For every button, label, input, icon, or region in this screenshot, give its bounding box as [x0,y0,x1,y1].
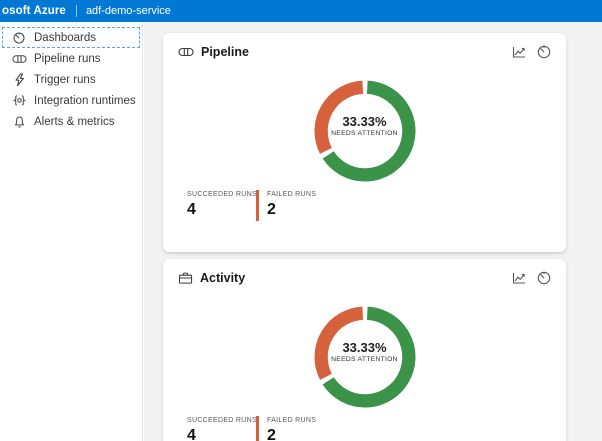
gauge-chart-icon[interactable] [536,270,552,286]
failed-stat-bar [256,416,259,441]
sidebar-item-label: Trigger runs [34,73,96,86]
sidebar-item-dashboards[interactable]: Dashboards [2,27,140,48]
gauge-chart-icon[interactable] [536,44,552,60]
pipeline-card-header: Pipeline [163,33,566,60]
trigger-lightning-icon [11,72,27,88]
sidebar-item-integration-runtimes[interactable]: Integration runtimes [2,90,140,111]
activity-card-header: Activity [163,259,566,286]
topbar-divider [75,5,77,17]
line-chart-icon[interactable] [511,44,527,60]
sidebar-item-trigger-runs[interactable]: Trigger runs [2,69,140,90]
pipeline-stats-row: SUCCEEDED RUNS 4 FAILED RUNS 2 [179,190,333,221]
failed-arc [314,80,363,154]
gauge-icon [11,30,27,46]
stat-value: 4 [187,427,196,441]
azure-brand-text: osoft Azure [2,5,66,17]
sidebar-item-label: Integration runtimes [34,94,136,107]
line-chart-icon[interactable] [511,270,527,286]
succeeded-runs-stat: SUCCEEDED RUNS 4 [179,190,257,221]
sidebar-item-label: Alerts & metrics [34,115,115,128]
stat-label: SUCCEEDED RUNS [187,191,257,198]
card-title: Pipeline [201,45,249,59]
failed-runs-stat: FAILED RUNS 2 [256,416,333,441]
stat-label: FAILED RUNS [267,191,317,198]
pipeline-card: Pipeline [163,33,566,252]
dashboard-content: Pipeline [144,22,602,441]
failed-runs-stat: FAILED RUNS 2 [256,190,333,221]
pipeline-donut-chart[interactable]: 33.33% NEEDS ATTENTION [314,80,416,182]
activity-donut-chart[interactable]: 33.33% NEEDS ATTENTION [314,306,416,408]
sidebar-item-alerts-metrics[interactable]: Alerts & metrics [2,111,140,132]
stat-value: 2 [267,201,276,218]
sidebar-item-pipeline-runs[interactable]: Pipeline runs [2,48,140,69]
succeeded-arc [322,306,415,408]
sidebar-item-label: Pipeline runs [34,52,101,65]
stat-value: 2 [267,427,276,441]
stat-value: 4 [187,201,196,218]
monitor-sidebar: Dashboards Pipeline runs Trigger runs [0,22,143,441]
card-title: Activity [200,271,246,285]
briefcase-icon [178,271,193,285]
sidebar-item-label: Dashboards [34,31,97,44]
failed-stat-bar [256,190,259,221]
bell-icon [11,114,27,130]
integration-runtime-icon [11,93,27,109]
pipeline-icon [178,46,194,58]
top-bar: osoft Azure adf-demo-service [0,0,602,22]
service-name-breadcrumb[interactable]: adf-demo-service [85,5,171,17]
activity-card: Activity [163,259,566,441]
succeeded-arc [322,80,415,182]
failed-arc [314,306,363,380]
stat-label: SUCCEEDED RUNS [187,417,257,424]
stat-label: FAILED RUNS [267,417,317,424]
succeeded-runs-stat: SUCCEEDED RUNS 4 [179,416,257,441]
pipeline-icon [11,51,27,67]
activity-stats-row: SUCCEEDED RUNS 4 FAILED RUNS 2 [179,416,333,441]
